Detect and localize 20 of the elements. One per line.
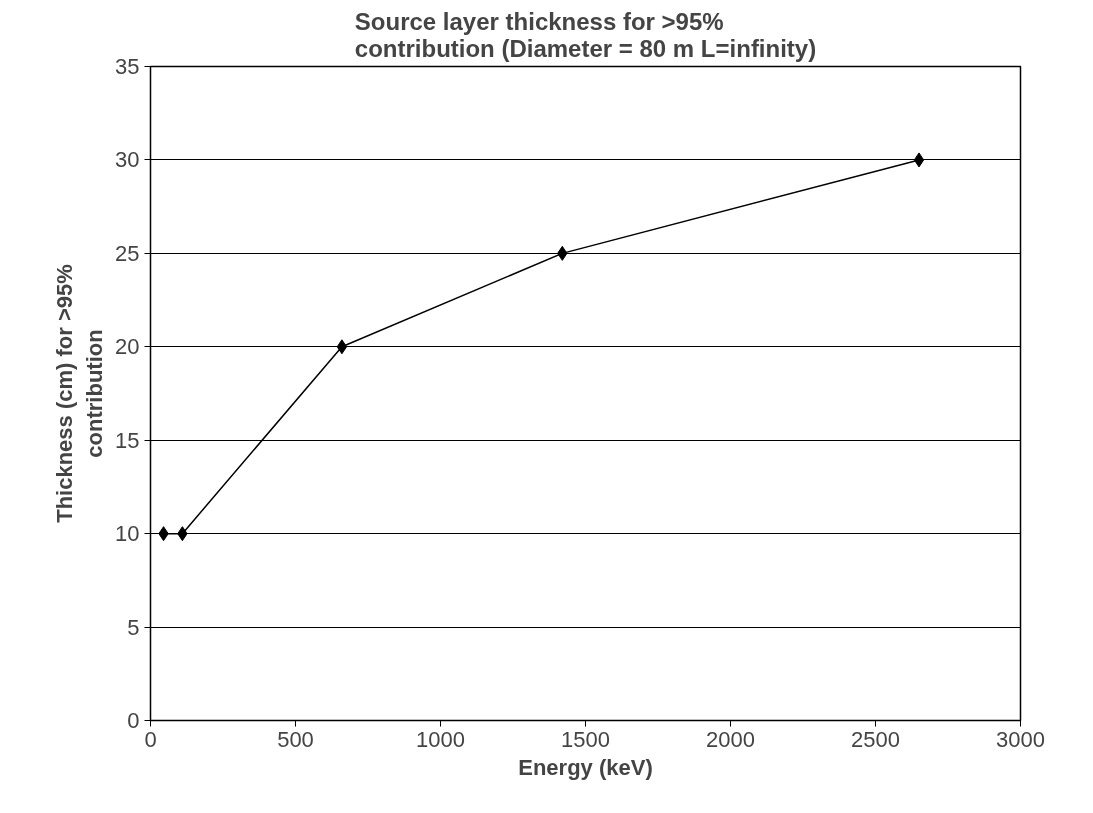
y-tick-label: 0 xyxy=(127,708,140,733)
y-tick-label: 10 xyxy=(115,521,140,547)
y-axis-title: Thickness (cm) for >95% contribution xyxy=(52,264,108,523)
x-axis-title: Energy (keV) xyxy=(518,754,653,780)
point xyxy=(913,152,925,168)
y-tick-label: 30 xyxy=(115,147,140,173)
x-tick-label: 1500 xyxy=(561,726,610,752)
chart-title: Source layer thickness for >95% contribution (Diameter = 80 m L=infinity) xyxy=(354,7,817,62)
y-tick-label: 20 xyxy=(115,334,140,360)
x-tick-label: 3000 xyxy=(996,726,1045,752)
point xyxy=(336,339,348,355)
x-tick-label: 0 xyxy=(144,726,157,752)
y-tick-label: 25 xyxy=(115,240,140,266)
x-tick-label: 2000 xyxy=(706,726,755,752)
x-tick-label: 1000 xyxy=(416,726,465,752)
y-tick-label: 35 xyxy=(115,54,140,79)
y-tick-label: 5 xyxy=(127,614,140,640)
y-tick-label: 15 xyxy=(115,427,140,453)
x-tick-label: 500 xyxy=(277,726,314,752)
x-tick-label: 2500 xyxy=(851,726,900,752)
